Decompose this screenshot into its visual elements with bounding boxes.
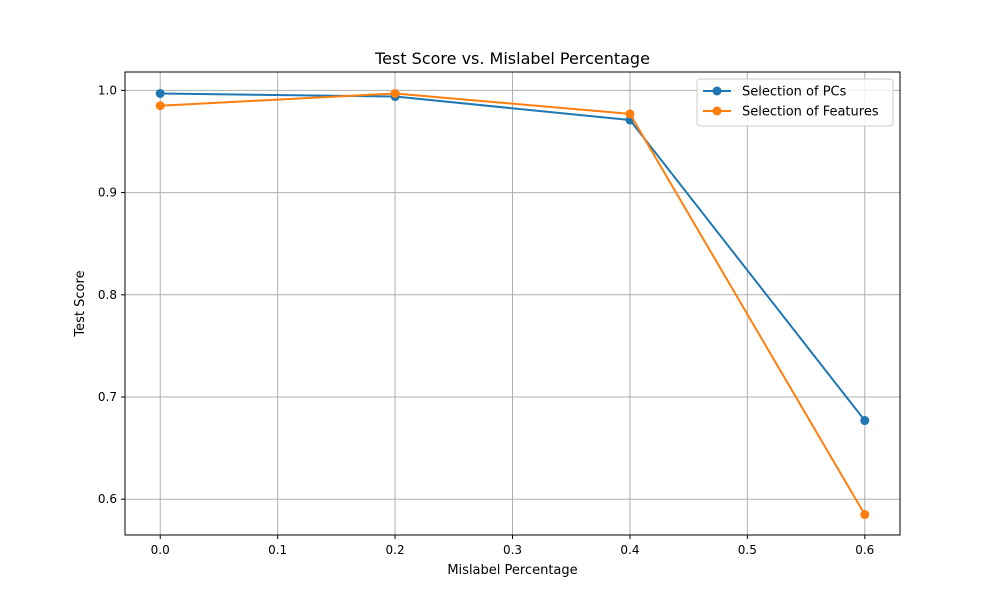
data-point [625, 109, 635, 119]
y-tick-label: 1.0 [98, 83, 117, 97]
legend-label: Selection of PCs [742, 85, 847, 100]
data-point [390, 88, 400, 98]
x-tick-label: 0.3 [503, 543, 522, 557]
data-point [860, 416, 870, 426]
legend-entry: Selection of PCs [703, 85, 847, 100]
y-tick-label: 0.8 [98, 288, 117, 302]
x-tick-label: 0.0 [151, 543, 170, 557]
series-pcs [155, 88, 870, 426]
y-tick-label: 0.9 [98, 186, 117, 200]
x-tick-label: 0.4 [620, 543, 639, 557]
x-tick-label: 0.5 [738, 543, 757, 557]
series-line [160, 92, 866, 422]
series-line [160, 92, 866, 516]
x-tick-label: 0.2 [386, 543, 405, 557]
x-tick-label: 0.6 [855, 543, 874, 557]
x-axis-label: Mislabel Percentage [447, 563, 577, 578]
data-point [155, 88, 165, 98]
chart-title: Test Score vs. Mislabel Percentage [374, 49, 650, 68]
legend-marker [712, 86, 722, 96]
data-point [860, 510, 870, 520]
legend-entry: Selection of Features [703, 105, 879, 120]
y-axis-label: Test Score [73, 270, 88, 337]
y-tick-label: 0.6 [98, 492, 117, 506]
grid-lines [125, 72, 900, 535]
x-tick-label: 0.1 [268, 543, 287, 557]
y-tick-label: 0.7 [98, 390, 117, 404]
series-layer [155, 88, 870, 520]
series-features [155, 88, 870, 520]
legend-marker [712, 106, 722, 116]
axis-ticks: 0.0 0.1 0.2 0.3 0.4 0.5 0.6 0.6 0.7 0.8 0.9 1.0 [98, 83, 874, 557]
legend-box [696, 78, 894, 127]
legend-label: Selection of Features [742, 105, 879, 120]
legend: Selection of PCs Selection of Features [696, 78, 894, 127]
data-point [155, 101, 165, 111]
